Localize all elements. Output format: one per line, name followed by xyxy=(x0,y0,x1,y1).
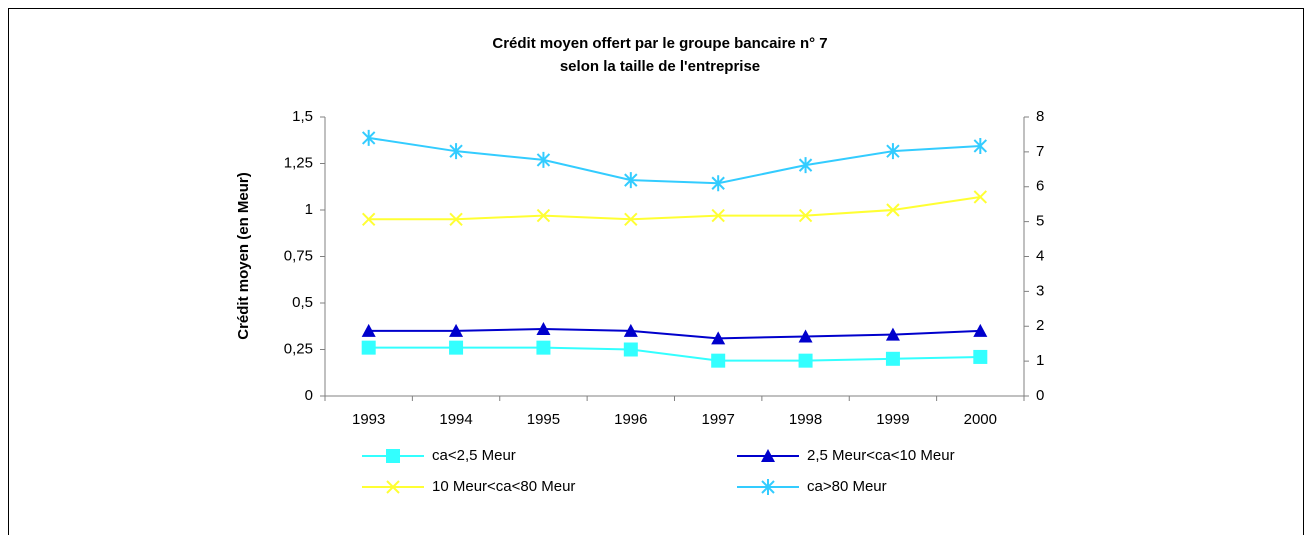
chart-title: selon la taille de l'entreprise xyxy=(560,58,760,75)
marker xyxy=(449,340,464,355)
x-tick-label: 1996 xyxy=(614,411,647,428)
y-tick-label: 0,25 xyxy=(284,340,313,357)
chart-frame xyxy=(8,8,1304,535)
marker xyxy=(536,322,551,336)
marker xyxy=(536,340,551,355)
y-tick-label: 1 xyxy=(305,201,313,218)
marker xyxy=(711,353,726,368)
marker xyxy=(361,129,376,146)
y2-tick-label: 4 xyxy=(1036,247,1044,264)
marker xyxy=(973,190,988,204)
y2-tick-label: 5 xyxy=(1036,213,1044,230)
y-tick-label: 1,5 xyxy=(292,108,313,125)
legend-marker xyxy=(761,479,775,495)
legend-marker xyxy=(761,449,775,462)
series-line xyxy=(368,195,981,221)
marker xyxy=(798,157,813,174)
marker xyxy=(449,212,463,227)
marker xyxy=(711,331,726,345)
legend-label: ca<2,5 Meur xyxy=(432,447,516,464)
marker xyxy=(886,203,900,217)
y2-tick-label: 2 xyxy=(1036,317,1044,334)
series-line xyxy=(368,346,981,362)
y2-tick-label: 8 xyxy=(1036,108,1044,125)
y-tick-label: 0,5 xyxy=(292,294,313,311)
marker xyxy=(798,353,813,368)
marker xyxy=(623,323,638,337)
marker xyxy=(711,208,725,223)
x-tick-label: 1993 xyxy=(352,411,385,428)
y-tick-label: 1,25 xyxy=(284,154,313,171)
marker xyxy=(798,208,813,223)
marker xyxy=(711,175,725,192)
x-tick-label: 1995 xyxy=(527,411,560,428)
y2-tick-label: 6 xyxy=(1036,178,1044,195)
marker xyxy=(624,212,638,227)
marker xyxy=(886,143,900,160)
legend-label: ca>80 Meur xyxy=(807,478,887,495)
marker xyxy=(885,327,900,341)
marker xyxy=(361,212,376,227)
marker xyxy=(536,151,551,168)
marker xyxy=(361,340,376,355)
marker xyxy=(973,137,988,154)
y2-tick-label: 3 xyxy=(1036,282,1044,299)
marker xyxy=(973,323,988,337)
y2-tick-label: 7 xyxy=(1036,143,1044,160)
x-tick-label: 1997 xyxy=(702,411,735,428)
marker xyxy=(449,323,464,337)
y2-tick-label: 1 xyxy=(1036,352,1044,369)
chart-title: Crédit moyen offert par le groupe bancai… xyxy=(492,35,827,52)
legend-marker xyxy=(386,449,400,463)
marker xyxy=(361,323,376,337)
x-tick-label: 2000 xyxy=(964,411,997,428)
legend-label: 2,5 Meur<ca<10 Meur xyxy=(807,447,955,464)
marker xyxy=(449,143,463,160)
marker xyxy=(973,349,988,364)
series-line xyxy=(368,328,981,340)
marker xyxy=(798,329,813,343)
marker xyxy=(536,208,551,223)
y-axis-label: Crédit moyen (en Meur) xyxy=(235,172,252,340)
marker xyxy=(885,351,900,366)
y-tick-label: 0 xyxy=(305,387,313,404)
series-line xyxy=(368,136,981,185)
x-tick-label: 1999 xyxy=(876,411,909,428)
x-tick-label: 1998 xyxy=(789,411,822,428)
legend-marker xyxy=(386,480,400,494)
marker xyxy=(624,172,638,189)
y2-tick-label: 0 xyxy=(1036,387,1044,404)
legend-label: 10 Meur<ca<80 Meur xyxy=(432,478,575,495)
x-tick-label: 1994 xyxy=(439,411,472,428)
y-tick-label: 0,75 xyxy=(284,247,313,264)
marker xyxy=(623,342,638,357)
